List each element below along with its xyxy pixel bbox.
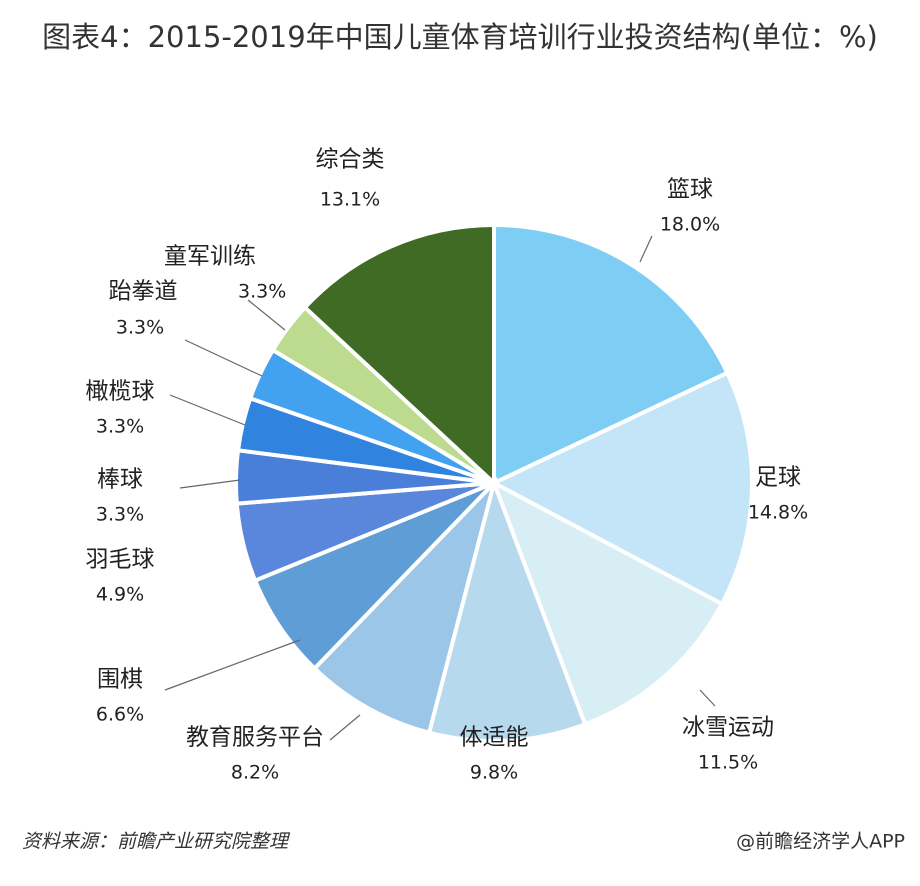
credit: @前瞻经济学人APP: [736, 831, 905, 853]
leader-line: [329, 714, 361, 741]
slice-value: 3.3%: [116, 317, 164, 339]
pie-slice: [490, 478, 725, 727]
slice-label: 橄榄球: [86, 379, 155, 405]
slice-label: 教育服务平台: [186, 725, 324, 751]
slice-value: 11.5%: [698, 752, 758, 774]
slice-value: 9.8%: [470, 762, 518, 784]
leader-line: [169, 394, 246, 426]
leader-line: [164, 639, 301, 691]
slice-label: 围棋: [97, 667, 143, 693]
slice-label: 足球: [755, 465, 801, 491]
pie-slice: [426, 476, 588, 743]
leader-line: [699, 689, 716, 707]
slice-value: 13.1%: [320, 189, 380, 211]
pie-slice: [302, 222, 496, 488]
slice-label: 跆拳道: [109, 279, 178, 305]
slice-value: 8.2%: [231, 762, 279, 784]
slice-label: 棒球: [97, 467, 143, 493]
source-note: 资料来源：前瞻产业研究院整理: [22, 831, 291, 853]
pie-slice: [492, 222, 730, 487]
chart-title: 图表4：2015-2019年中国儿童体育培训行业投资结构(单位：%): [42, 20, 878, 54]
slice-label: 篮球: [667, 177, 713, 203]
slice-label: 综合类: [316, 147, 385, 173]
pie-slice: [489, 370, 754, 607]
slice-label: 羽毛球: [86, 547, 155, 573]
leader-line: [179, 479, 241, 489]
leader-line: [639, 235, 653, 263]
slice-value: 3.3%: [96, 416, 144, 438]
slice-value: 3.3%: [96, 504, 144, 526]
slice-value: 14.8%: [748, 502, 808, 524]
leader-line: [247, 299, 286, 331]
slice-label: 冰雪运动: [682, 715, 774, 741]
leader-line: [184, 339, 263, 377]
slice-value: 6.6%: [96, 704, 144, 726]
pie-slice: [311, 476, 498, 736]
slice-value: 4.9%: [96, 584, 144, 606]
slice-label: 童军训练: [164, 244, 256, 270]
slice-label: 体适能: [460, 725, 529, 751]
slice-value: 18.0%: [660, 214, 720, 236]
slice-value: 3.3%: [238, 281, 286, 303]
